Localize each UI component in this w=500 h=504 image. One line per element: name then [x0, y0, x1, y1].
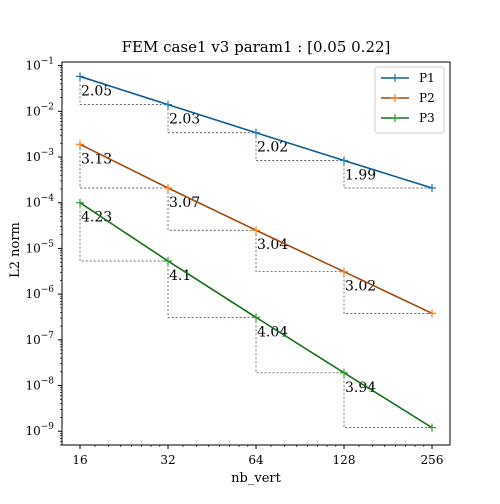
slope-label: 3.94 [345, 380, 376, 396]
chart-title: FEM case1 v3 param1 : [0.05 0.22] [122, 38, 391, 56]
slope-label: 3.02 [345, 279, 376, 295]
legend-label-p1: P1 [419, 71, 435, 85]
slope-label: 3.13 [81, 151, 112, 167]
slope-label: 4.23 [81, 210, 112, 226]
legend-label-p2: P2 [419, 91, 435, 105]
slope-label: 3.04 [257, 237, 288, 253]
legend-label-p3: P3 [419, 111, 435, 125]
x-tick-label: 256 [421, 453, 444, 467]
x-tick-label: 32 [160, 453, 175, 467]
y-axis-label: L2 norm [8, 222, 23, 278]
x-axis-label: nb_vert [231, 471, 281, 486]
slope-label: 4.1 [169, 268, 191, 284]
x-tick-label: 64 [248, 453, 264, 467]
x-tick-label: 128 [333, 453, 356, 467]
slope-label: 4.04 [257, 324, 288, 340]
x-tick-label: 16 [72, 453, 87, 467]
slope-label: 3.07 [169, 195, 200, 211]
